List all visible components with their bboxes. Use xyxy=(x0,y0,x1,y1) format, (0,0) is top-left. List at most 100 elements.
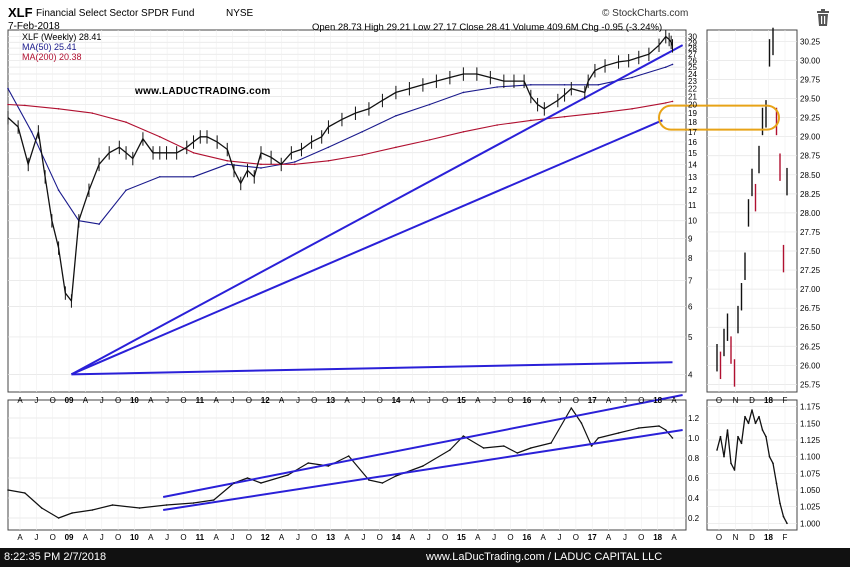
y-tick-label: 0.4 xyxy=(688,494,700,503)
x-tick-label: J xyxy=(558,533,562,542)
ratio-line-point xyxy=(260,482,262,484)
ma50-line-point xyxy=(293,161,296,163)
fund-name: Financial Select Sector SPDR Fund xyxy=(36,8,195,19)
ratio-line-point xyxy=(597,437,600,439)
ma50-line-point xyxy=(530,83,532,86)
y-tick-label: 10 xyxy=(688,217,697,226)
ratio-line-point xyxy=(246,477,249,479)
x-tick-label: 13 xyxy=(326,533,335,542)
x-tick-label: O xyxy=(377,533,383,542)
ratio-line-point xyxy=(482,447,485,449)
y-tick-label: 20 xyxy=(688,101,697,110)
legend-ma200: MA(200) 20.38 xyxy=(22,52,82,62)
x-tick-label: A xyxy=(671,533,677,542)
stockcharts-credit: © StockCharts.com xyxy=(602,8,689,19)
y-tick-label: 28.25 xyxy=(800,190,821,199)
x-tick-label: O xyxy=(115,396,121,405)
x-tick-label: A xyxy=(148,396,154,405)
y-tick-label: 29.25 xyxy=(800,114,821,123)
x-tick-label: J xyxy=(165,396,169,405)
x-tick-label: A xyxy=(606,533,612,542)
ma50-line-point xyxy=(496,86,498,88)
x-tick-label: N xyxy=(733,533,739,542)
footer-credit: www.LaDucTrading.com / LADUC CAPITAL LLC xyxy=(426,551,663,563)
x-tick-label: J xyxy=(100,396,104,405)
ma200-line-point xyxy=(260,163,262,166)
daily-ratio-line-point xyxy=(719,435,722,438)
daily-ratio-line-point xyxy=(772,462,774,465)
y-tick-label: 0.8 xyxy=(688,454,700,463)
watermark: www.LADUCTRADING.com xyxy=(135,86,271,97)
ratio-line-point xyxy=(40,507,43,509)
x-tick-label: O xyxy=(638,396,644,405)
x-tick-label: 15 xyxy=(457,533,466,542)
y-tick-label: 1.150 xyxy=(800,419,821,428)
x-tick-label: 17 xyxy=(588,533,597,542)
y-tick-label: 5 xyxy=(688,333,693,342)
x-tick-label: A xyxy=(410,396,416,405)
ma200-line-point xyxy=(496,124,498,126)
footer-bar: 8:22:35 PM 2/7/2018 www.LaDucTrading.com… xyxy=(0,548,850,567)
legend-ma50: MA(50) 25.41 xyxy=(22,42,77,52)
ma200-line-point xyxy=(563,115,566,118)
y-tick-label: 30.00 xyxy=(800,56,821,65)
x-tick-label: O xyxy=(311,396,317,405)
x-tick-label: J xyxy=(492,396,496,405)
ma200-line-point xyxy=(91,112,94,114)
ratio-line-point xyxy=(570,407,573,409)
y-tick-label: 6 xyxy=(688,302,693,311)
x-tick-label: A xyxy=(83,533,89,542)
x-tick-label: J xyxy=(361,533,365,542)
daily-ratio-line-point xyxy=(786,522,788,525)
y-tick-label: 28.50 xyxy=(800,171,821,180)
y-tick-label: 30.25 xyxy=(800,37,821,46)
x-tick-label: A xyxy=(344,533,350,542)
ma50-line-point xyxy=(158,175,161,178)
x-tick-label: O xyxy=(638,533,644,542)
ratio-line-point xyxy=(590,445,593,447)
y-tick-label: 18 xyxy=(688,118,697,127)
x-tick-label: 12 xyxy=(261,396,270,405)
x-tick-label: J xyxy=(623,396,627,405)
x-tick-label: O xyxy=(573,533,579,542)
ma200-line-point xyxy=(158,135,161,138)
ma200-line-point xyxy=(57,107,60,110)
legend-price: XLF (Weekly) 28.41 xyxy=(22,32,102,42)
x-tick-label: J xyxy=(100,533,104,542)
x-tick-label: J xyxy=(34,396,38,405)
ratio-line-point xyxy=(192,502,195,504)
y-tick-label: 11 xyxy=(688,201,697,210)
x-tick-label: J xyxy=(558,396,562,405)
ma200-line-point xyxy=(192,151,195,154)
x-tick-label: D xyxy=(749,533,755,542)
ratio-line-point xyxy=(57,517,60,519)
y-tick-label: 1.025 xyxy=(800,503,821,512)
x-tick-label: J xyxy=(231,396,235,405)
symbol: XLF xyxy=(8,5,33,20)
footer-timestamp: 8:22:35 PM 2/7/2018 xyxy=(4,551,107,563)
x-tick-label: J xyxy=(427,396,431,405)
ma200-line-point xyxy=(395,146,397,149)
x-tick-label: O xyxy=(573,396,579,405)
y-tick-label: 15 xyxy=(688,149,697,158)
exchange: NYSE xyxy=(226,8,254,19)
y-tick-label: 28.75 xyxy=(800,152,821,161)
x-tick-label: O xyxy=(180,533,186,542)
ma200-line-point xyxy=(327,159,330,162)
price-line xyxy=(7,35,674,303)
ma200-line-point xyxy=(631,107,633,110)
x-tick-label: O xyxy=(377,396,383,405)
x-tick-label: O xyxy=(442,396,448,405)
ratio-line-point xyxy=(664,429,667,431)
x-tick-label: A xyxy=(475,396,481,405)
ma200-line-point xyxy=(24,104,26,107)
x-tick-label: J xyxy=(165,533,169,542)
x-tick-label: A xyxy=(475,533,481,542)
ratio-upper-line xyxy=(162,394,683,498)
ratio-line-point xyxy=(138,507,141,509)
y-tick-label: 1.075 xyxy=(800,469,821,478)
trash-icon[interactable] xyxy=(815,9,831,27)
daily-ratio-line-point xyxy=(747,422,750,425)
x-tick-label: 14 xyxy=(392,396,401,405)
